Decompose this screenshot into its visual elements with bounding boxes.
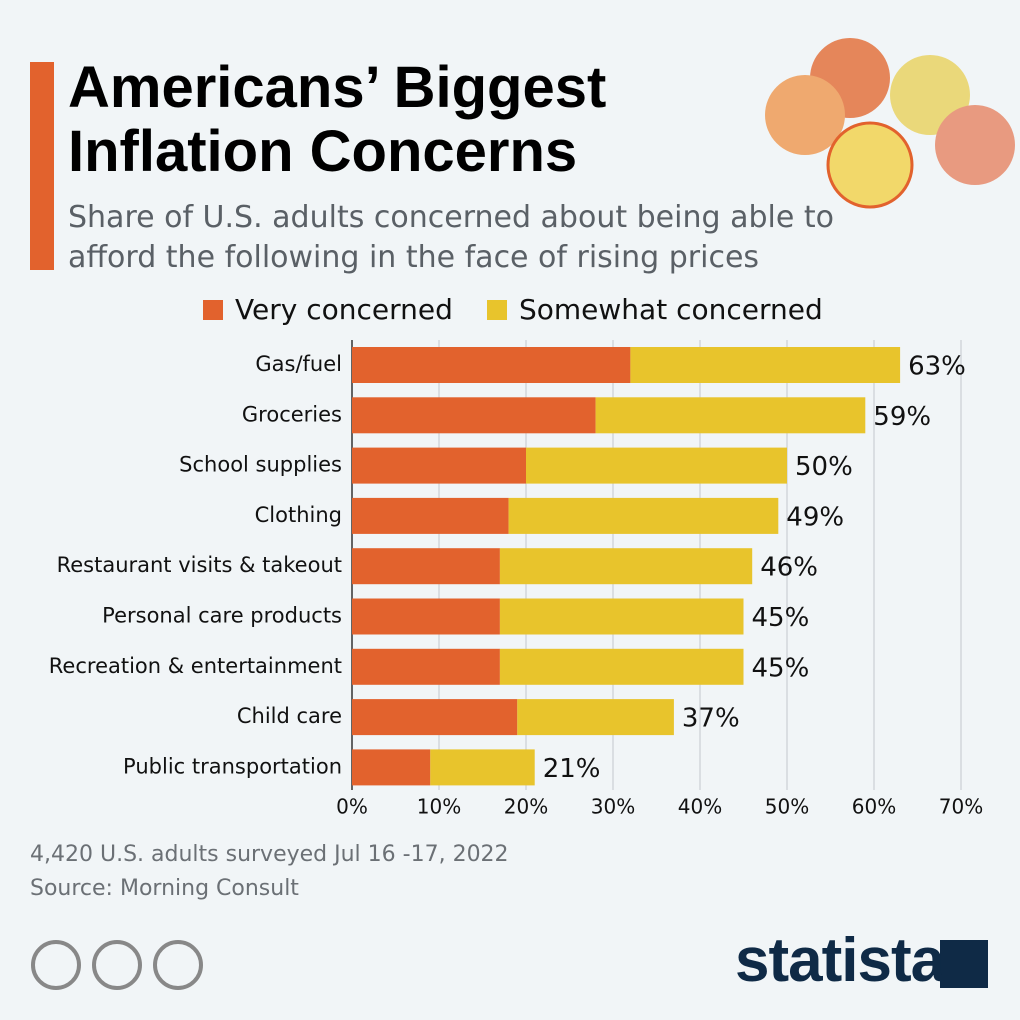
total-label: 37% [682, 704, 740, 734]
x-tick-label: 20% [504, 795, 548, 819]
category-label: School supplies [179, 453, 342, 477]
x-tick-label: 60% [852, 795, 896, 819]
bar-segment [352, 347, 631, 383]
note: 4,420 U.S. adults surveyed Jul 16 -17, 2… [30, 842, 509, 867]
category-label: Personal care products [102, 604, 342, 628]
total-label: 45% [752, 603, 810, 633]
bar-segment [630, 347, 901, 383]
total-label: 49% [786, 502, 844, 532]
title: Americans’ Biggest Inflation Concerns [68, 55, 607, 184]
x-tick-label: 10% [417, 795, 461, 819]
category-label: Public transportation [123, 754, 342, 778]
legend-swatch [203, 300, 223, 320]
bar-segment [595, 397, 866, 434]
x-tick-label: 50% [765, 795, 809, 819]
bar-segment [352, 548, 500, 585]
category-label: Groceries [242, 402, 342, 426]
brand: statista [735, 926, 945, 995]
category-label: Gas/fuel [255, 352, 342, 376]
bar-segment [352, 648, 500, 685]
legend-label: Somewhat concerned [519, 293, 823, 326]
x-tick-label: 40% [678, 795, 722, 819]
x-tick-label: 0% [336, 795, 368, 819]
bar-segment [352, 699, 518, 736]
bar-segment [499, 598, 744, 635]
legend-label: Very concerned [235, 293, 453, 326]
bar-segment [499, 548, 753, 585]
source: Source: Morning Consult [30, 876, 299, 901]
category-label: Restaurant visits & takeout [57, 553, 342, 577]
total-label: 46% [760, 553, 818, 583]
total-label: 50% [795, 452, 853, 482]
total-label: 63% [908, 352, 966, 382]
category-label: Recreation & entertainment [49, 654, 342, 678]
total-label: 21% [543, 754, 601, 784]
total-label: 45% [752, 653, 810, 683]
category-label: Child care [237, 704, 342, 728]
legend-swatch [487, 300, 507, 320]
bar-segment [499, 648, 744, 685]
category-label: Clothing [255, 503, 342, 527]
bar-segment [352, 447, 526, 484]
bar-segment [352, 497, 509, 534]
x-tick-label: 70% [939, 795, 983, 819]
bar-segment [352, 749, 431, 786]
decor-bubbles [765, 38, 1015, 209]
bar-segment [508, 497, 779, 534]
bar-segment [352, 397, 596, 434]
x-tick-label: 30% [591, 795, 635, 819]
bar-segment [352, 598, 500, 635]
bar-segment [526, 447, 787, 484]
bar-segment [517, 699, 674, 736]
brand-logo [940, 940, 988, 988]
footer-icons [31, 940, 203, 990]
total-label: 59% [873, 402, 931, 432]
subtitle: Share of U.S. adults concerned about bei… [68, 200, 834, 275]
accent-bar [30, 62, 54, 270]
bar-segment [430, 749, 535, 786]
